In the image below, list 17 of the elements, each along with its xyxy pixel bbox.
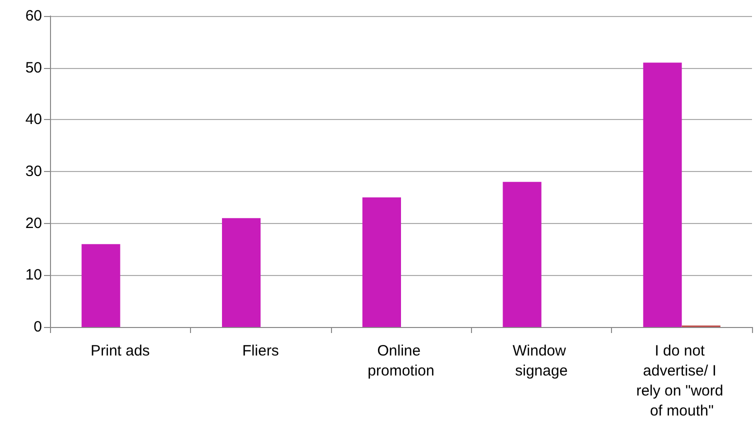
bar <box>82 244 120 327</box>
bar <box>362 197 401 327</box>
x-tick-label: I do not advertise/ I rely on "word of mouth" <box>636 342 728 420</box>
bar <box>502 182 542 327</box>
y-tick-label: 40 <box>25 111 42 128</box>
y-tick-label: 60 <box>25 8 42 24</box>
x-tick-label: Online promotion <box>368 342 434 380</box>
y-tick-label: 20 <box>25 214 42 232</box>
x-tick-label: Print ads <box>90 342 150 360</box>
x-tick-label: Fliers <box>242 342 279 360</box>
x-tick-label: Window signage <box>512 342 570 380</box>
y-tick-label: 30 <box>25 163 42 180</box>
y-tick-label: 50 <box>25 59 42 76</box>
bar <box>643 62 682 327</box>
y-tick-label: 10 <box>25 266 42 284</box>
bar <box>222 218 261 327</box>
y-tick-label: 0 <box>34 318 42 336</box>
